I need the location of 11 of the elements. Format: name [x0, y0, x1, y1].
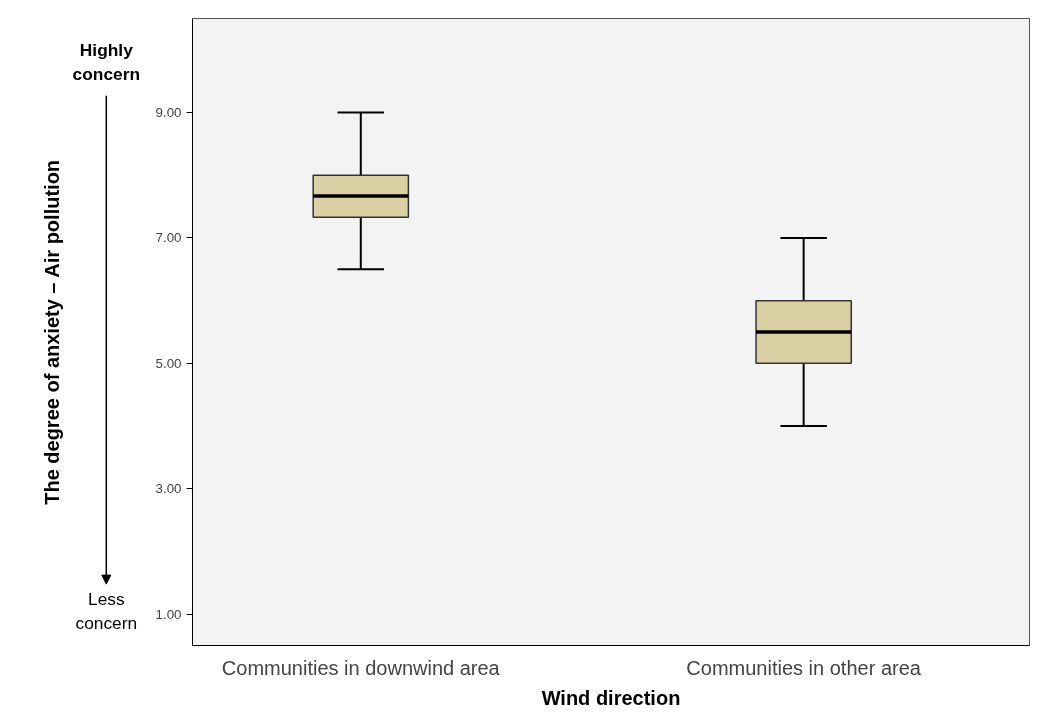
- text: Highly concern: [72, 40, 141, 85]
- x-tick-label: Communities in other area: [686, 656, 922, 679]
- x-tick-label: Communities in downwind area: [221, 656, 501, 679]
- y-tick-label: 5.00: [155, 355, 182, 371]
- x-axis-title: Wind direction: [541, 686, 681, 709]
- y-tick-label: 1.00: [155, 606, 182, 622]
- text: Less concern: [75, 588, 138, 633]
- y-tick-label: 3.00: [155, 481, 182, 497]
- y-axis-title: The degree of anxiety – Air pollution: [40, 159, 63, 505]
- y-tick-label: 9.00: [155, 105, 182, 121]
- y-tick-label: 7.00: [155, 230, 182, 246]
